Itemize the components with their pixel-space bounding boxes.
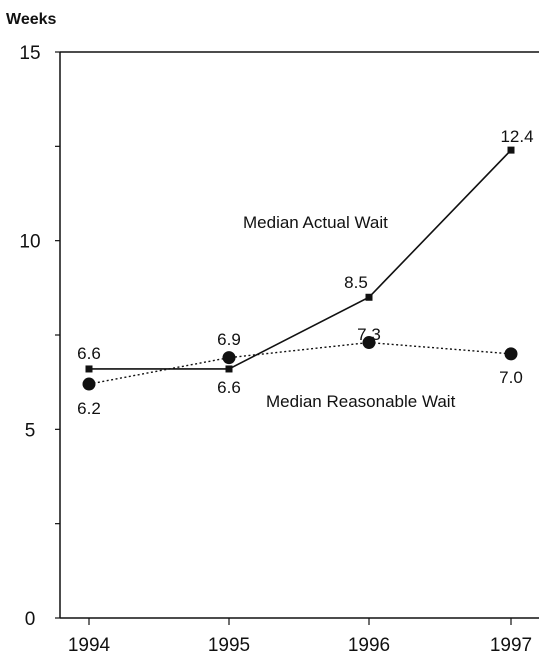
y-axis-ticks: 0 5 10 15 (19, 43, 60, 630)
x-tick-label: 1997 (490, 635, 532, 656)
series-line-reasonable-wait (88, 341, 512, 385)
point-actual-wait (507, 146, 515, 154)
series-line-actual-wait (89, 149, 512, 370)
data-label-actual-wait: 6.6 (217, 378, 241, 397)
point-reasonable-wait (222, 351, 236, 365)
point-reasonable-wait (504, 347, 518, 361)
point-actual-wait (85, 365, 93, 373)
y-tick-label: 5 (25, 420, 36, 441)
y-tick-label: 0 (25, 609, 36, 630)
data-label-actual-wait: 6.6 (77, 344, 101, 363)
data-label-reasonable-wait: 6.9 (217, 330, 241, 349)
series-name-reasonable-wait: Median Reasonable Wait (266, 392, 456, 411)
point-actual-wait (365, 293, 373, 301)
x-tick-label: 1995 (208, 635, 250, 656)
x-axis-ticks: 1994 1995 1996 1997 (68, 618, 532, 656)
data-label-reasonable-wait: 6.2 (77, 399, 101, 418)
point-reasonable-wait (82, 377, 96, 391)
series-layer (82, 146, 518, 391)
point-actual-wait (225, 365, 233, 373)
y-tick-label: 10 (19, 232, 40, 253)
series-name-actual-wait: Median Actual Wait (243, 213, 388, 232)
data-label-reasonable-wait: 7.3 (357, 325, 381, 344)
y-axis-title: Weeks (6, 11, 57, 28)
data-label-layer: 6.6 6.6 8.5 12.4 6.2 6.9 7.3 7.0 Median Actual W… (77, 127, 533, 418)
y-tick-label: 15 (19, 43, 40, 64)
data-label-actual-wait: 8.5 (344, 273, 368, 292)
data-label-reasonable-wait: 7.0 (499, 368, 523, 387)
x-tick-label: 1994 (68, 635, 111, 656)
point-reasonable-wait (362, 336, 376, 350)
data-label-actual-wait: 12.4 (500, 127, 533, 146)
x-tick-label: 1996 (348, 635, 390, 656)
